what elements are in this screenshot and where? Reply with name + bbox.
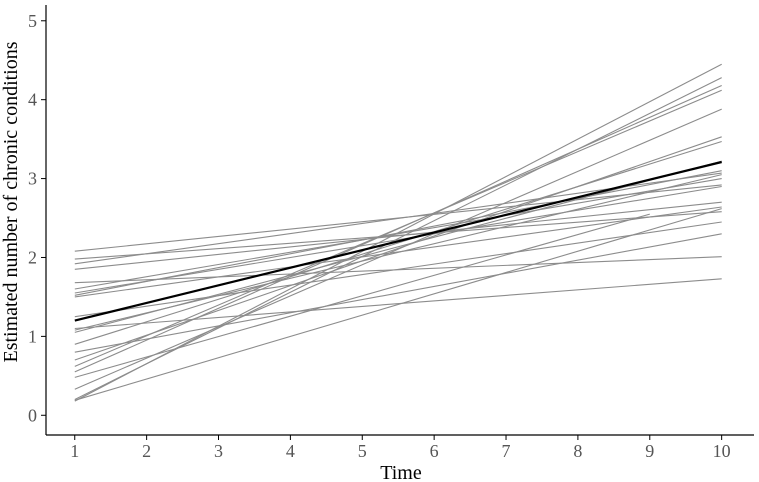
individual-trajectory-line (74, 278, 722, 330)
individual-trajectory-line (74, 89, 722, 367)
individual-trajectory-line (74, 136, 722, 361)
series-lines (74, 63, 722, 402)
x-tick-label: 3 (214, 441, 223, 461)
y-tick-label: 5 (28, 11, 37, 31)
x-tick-label: 8 (573, 441, 582, 461)
x-axis-title: Time (380, 462, 422, 482)
individual-trajectory-line (74, 213, 650, 378)
x-tick-label: 4 (286, 441, 295, 461)
individual-trajectory-line (74, 184, 722, 252)
y-tick-label: 1 (28, 326, 37, 346)
x-tick-label: 7 (502, 441, 511, 461)
y-axis-ticks: 0 1 2 3 4 5 (28, 11, 46, 425)
x-tick-label: 2 (142, 441, 151, 461)
mean-trajectory-line (74, 160, 722, 322)
x-tick-label: 9 (645, 441, 654, 461)
individual-trajectory-line (74, 211, 722, 260)
x-tick-label: 1 (70, 441, 79, 461)
individual-trajectory-line (74, 77, 722, 400)
individual-trajectory-line (74, 170, 722, 296)
y-tick-label: 3 (28, 169, 37, 189)
individual-trajectory-line (74, 206, 722, 298)
y-axis-title: Estimated number of chronic conditions (0, 41, 22, 362)
individual-trajectory-line (74, 108, 722, 390)
individual-trajectory-line (74, 185, 722, 294)
individual-trajectory-line (74, 208, 722, 401)
x-axis-ticks: 1 2 3 4 5 6 7 8 9 10 (70, 435, 731, 461)
x-tick-label: 10 (713, 441, 731, 461)
individual-trajectory-line (74, 256, 722, 284)
individual-trajectory-line (74, 140, 722, 345)
y-tick-label: 4 (28, 90, 37, 110)
individual-trajectory-line (74, 178, 722, 290)
y-tick-label: 2 (28, 247, 37, 267)
y-tick-label: 0 (28, 405, 37, 425)
x-tick-label: 6 (430, 441, 439, 461)
individual-trajectory-line (74, 233, 722, 353)
x-tick-label: 5 (358, 441, 367, 461)
